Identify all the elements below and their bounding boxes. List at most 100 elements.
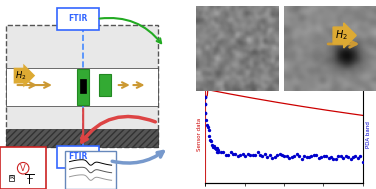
Point <box>308 154 314 157</box>
Text: $H_2$: $H_2$ <box>15 69 27 82</box>
Point <box>214 150 220 153</box>
Point <box>220 150 226 153</box>
FancyBboxPatch shape <box>6 68 158 106</box>
Text: $H_2$: $H_2$ <box>335 29 347 42</box>
Point <box>321 155 327 158</box>
Point <box>202 96 208 99</box>
Point <box>211 145 217 148</box>
Point <box>232 152 238 155</box>
Point <box>313 154 319 157</box>
Point <box>240 152 246 155</box>
FancyArrowPatch shape <box>81 109 85 142</box>
Point <box>355 157 361 160</box>
Point <box>296 154 302 157</box>
Point <box>291 155 297 158</box>
FancyBboxPatch shape <box>6 25 158 147</box>
FancyBboxPatch shape <box>6 129 158 147</box>
Point <box>255 150 261 153</box>
Point <box>352 154 358 157</box>
FancyArrowPatch shape <box>112 152 163 163</box>
Point <box>242 154 248 157</box>
Point <box>267 153 273 156</box>
Point <box>235 154 241 157</box>
Point <box>223 153 229 156</box>
Point <box>357 154 363 157</box>
Point <box>205 126 211 129</box>
Point <box>218 151 224 154</box>
Point <box>257 153 263 156</box>
Point <box>271 156 277 159</box>
Point <box>328 156 334 159</box>
Point <box>316 156 322 159</box>
Point <box>204 123 210 126</box>
Point <box>202 102 208 105</box>
Point <box>209 143 215 146</box>
Point <box>237 153 243 156</box>
Point <box>326 156 332 159</box>
Point <box>323 154 329 157</box>
Point <box>343 155 349 158</box>
Point <box>250 153 256 156</box>
Point <box>299 157 305 160</box>
Point <box>333 157 339 160</box>
FancyBboxPatch shape <box>57 146 99 168</box>
FancyArrowPatch shape <box>82 116 155 142</box>
Point <box>247 154 253 157</box>
Point <box>331 157 337 160</box>
Point <box>252 154 258 157</box>
Point <box>227 150 233 153</box>
Text: R: R <box>9 175 14 180</box>
Point <box>279 154 285 157</box>
Point <box>318 156 324 159</box>
Point <box>215 149 221 152</box>
Point <box>289 155 295 158</box>
Point <box>212 147 218 150</box>
Point <box>214 147 220 150</box>
Point <box>294 153 300 156</box>
Point <box>262 152 268 155</box>
Point <box>282 154 288 157</box>
Point <box>345 156 351 159</box>
Point <box>311 154 317 157</box>
FancyBboxPatch shape <box>0 147 46 189</box>
Point <box>340 156 346 159</box>
Point <box>338 154 344 157</box>
FancyArrowPatch shape <box>100 18 161 43</box>
Point <box>301 154 307 157</box>
Point <box>347 157 353 160</box>
Text: V: V <box>20 164 26 173</box>
FancyBboxPatch shape <box>65 151 116 189</box>
Point <box>284 154 290 157</box>
Point <box>245 152 251 155</box>
Point <box>335 155 341 158</box>
Point <box>206 128 212 131</box>
Point <box>215 151 221 154</box>
Text: FTIR: FTIR <box>68 152 88 161</box>
Point <box>259 155 265 158</box>
Point <box>306 156 312 159</box>
Point <box>202 112 208 115</box>
Point <box>287 156 293 159</box>
Point <box>303 155 309 158</box>
FancyBboxPatch shape <box>77 69 89 105</box>
Point <box>350 156 356 159</box>
Point <box>208 140 214 143</box>
Point <box>206 135 212 138</box>
FancyBboxPatch shape <box>99 74 111 96</box>
Point <box>213 147 219 150</box>
Point <box>230 153 236 156</box>
Point <box>225 154 231 157</box>
FancyBboxPatch shape <box>80 79 86 93</box>
Point <box>269 156 275 159</box>
Point <box>203 119 209 122</box>
FancyBboxPatch shape <box>57 8 99 30</box>
Point <box>210 146 216 149</box>
Y-axis label: PDA band: PDA band <box>365 121 371 148</box>
Point <box>207 139 213 142</box>
Point <box>277 153 283 156</box>
Point <box>360 160 366 163</box>
Point <box>274 153 280 156</box>
Y-axis label: Sensor data: Sensor data <box>197 118 202 151</box>
Text: FTIR: FTIR <box>68 14 88 23</box>
Point <box>264 155 270 158</box>
